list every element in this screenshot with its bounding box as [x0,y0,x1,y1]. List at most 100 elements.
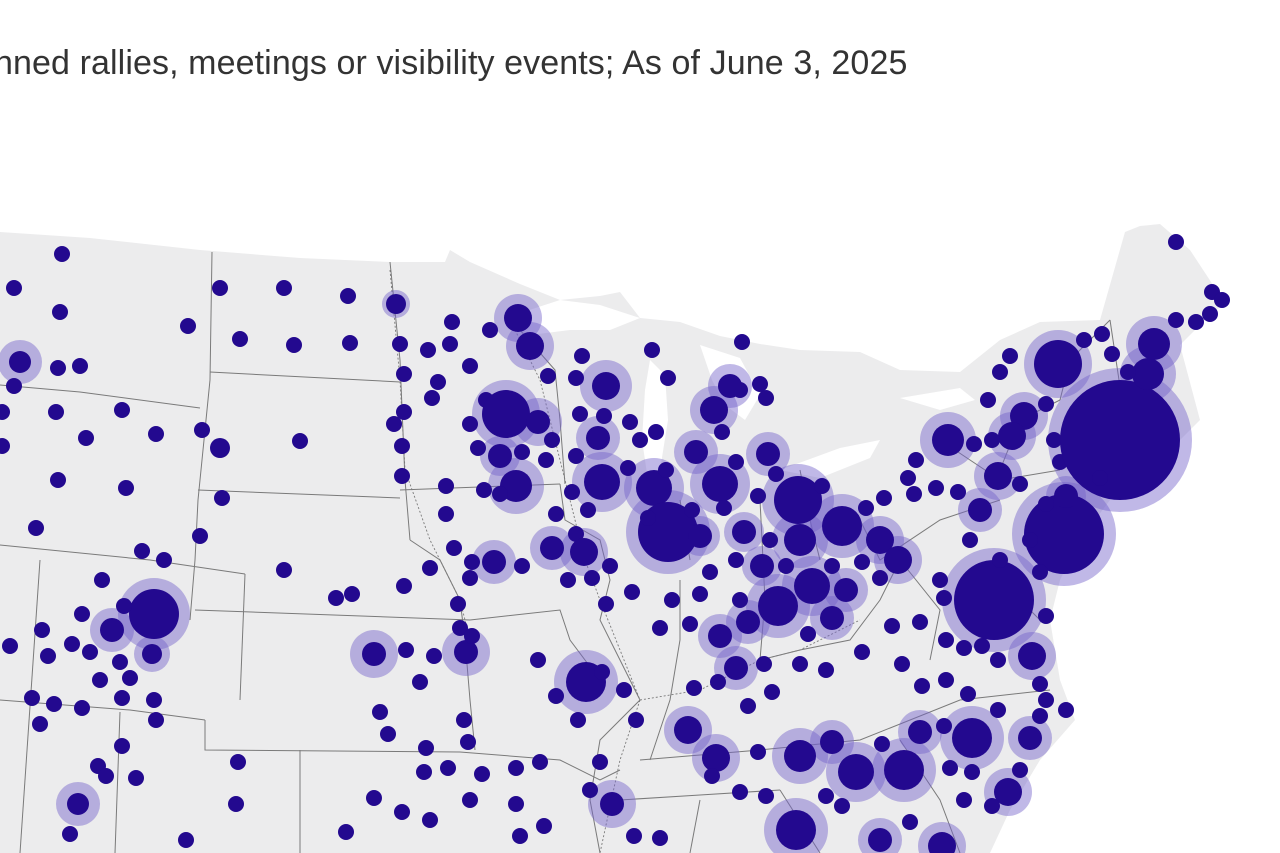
event-dot[interactable] [792,656,808,672]
event-dot[interactable] [942,760,958,776]
event-dot[interactable] [660,370,676,386]
event-dot[interactable] [422,560,438,576]
event-dot[interactable] [118,480,134,496]
event-dot[interactable] [928,832,956,853]
event-dot[interactable] [560,572,576,588]
event-dot[interactable] [682,616,698,632]
event-dot[interactable] [386,416,402,432]
event-dot[interactable] [286,337,302,353]
event-dot[interactable] [476,482,492,498]
event-dot[interactable] [514,444,530,460]
event-dot[interactable] [702,466,738,502]
event-dot[interactable] [1054,484,1078,508]
event-dot[interactable] [584,570,600,586]
event-dot[interactable] [1018,642,1046,670]
event-dot[interactable] [912,614,928,630]
event-dot[interactable] [994,778,1022,806]
event-dot[interactable] [504,304,532,332]
event-dot[interactable] [24,690,40,706]
event-dot[interactable] [936,590,952,606]
event-dot[interactable] [418,740,434,756]
event-dot[interactable] [894,656,910,672]
event-dot[interactable] [568,526,584,542]
event-dot[interactable] [814,478,830,494]
event-dot[interactable] [884,750,924,790]
event-dot[interactable] [750,554,774,578]
event-dot[interactable] [868,828,892,852]
event-dot[interactable] [570,712,586,728]
event-dot[interactable] [54,246,70,262]
event-dot[interactable] [990,652,1006,668]
event-dot[interactable] [570,538,598,566]
event-dot[interactable] [838,754,874,790]
event-dot[interactable] [674,716,702,744]
event-dot[interactable] [758,390,774,406]
event-dot[interactable] [464,628,480,644]
event-dot[interactable] [230,754,246,770]
event-dot[interactable] [0,438,10,454]
event-dot[interactable] [82,644,98,660]
event-dot[interactable] [544,432,560,448]
event-dot[interactable] [1060,380,1180,500]
event-dot[interactable] [180,318,196,334]
event-dot[interactable] [758,586,798,626]
event-dot[interactable] [956,640,972,656]
event-dot[interactable] [732,520,756,544]
event-dot[interactable] [548,506,564,522]
event-dot[interactable] [704,768,720,784]
event-dot[interactable] [1168,312,1184,328]
event-dot[interactable] [228,796,244,812]
event-dot[interactable] [1094,326,1110,342]
event-dot[interactable] [902,814,918,830]
event-dot[interactable] [156,552,172,568]
event-dot[interactable] [1214,292,1230,308]
event-dot[interactable] [28,520,44,536]
event-dot[interactable] [148,712,164,728]
event-dot[interactable] [762,532,778,548]
event-dot[interactable] [932,572,948,588]
event-dot[interactable] [98,768,114,784]
event-dot[interactable] [866,526,894,554]
event-dot[interactable] [956,792,972,808]
event-dot[interactable] [992,552,1008,568]
event-dot[interactable] [984,462,1012,490]
event-dot[interactable] [62,826,78,842]
event-dot[interactable] [1120,364,1136,380]
event-dot[interactable] [32,716,48,732]
event-dot[interactable] [424,390,440,406]
event-dot[interactable] [9,351,31,373]
event-dot[interactable] [538,452,554,468]
event-dot[interactable] [884,618,900,634]
event-dot[interactable] [784,524,816,556]
event-dot[interactable] [968,498,992,522]
event-dot[interactable] [1032,676,1048,692]
event-dot[interactable] [784,740,816,772]
event-dot[interactable] [964,764,980,780]
event-dot[interactable] [1038,608,1054,624]
event-dot[interactable] [412,674,428,690]
event-dot[interactable] [6,378,22,394]
event-dot[interactable] [950,484,966,500]
event-dot[interactable] [50,472,66,488]
event-dot[interactable] [464,554,480,570]
event-dot[interactable] [640,510,656,526]
event-dot[interactable] [600,792,624,816]
event-dot[interactable] [74,606,90,622]
event-dot[interactable] [628,712,644,728]
event-dot[interactable] [536,818,552,834]
event-dot[interactable] [396,578,412,594]
event-dot[interactable] [686,680,702,696]
event-dot[interactable] [48,404,64,420]
event-dot[interactable] [276,280,292,296]
event-dot[interactable] [648,424,664,440]
event-dot[interactable] [194,422,210,438]
event-dot[interactable] [1058,702,1074,718]
event-dot[interactable] [94,572,110,588]
event-dot[interactable] [818,788,834,804]
event-dot[interactable] [462,416,478,432]
event-dot[interactable] [342,335,358,351]
event-dot[interactable] [128,770,144,786]
event-dot[interactable] [100,618,124,642]
event-dot[interactable] [482,390,530,438]
event-dot[interactable] [92,672,108,688]
